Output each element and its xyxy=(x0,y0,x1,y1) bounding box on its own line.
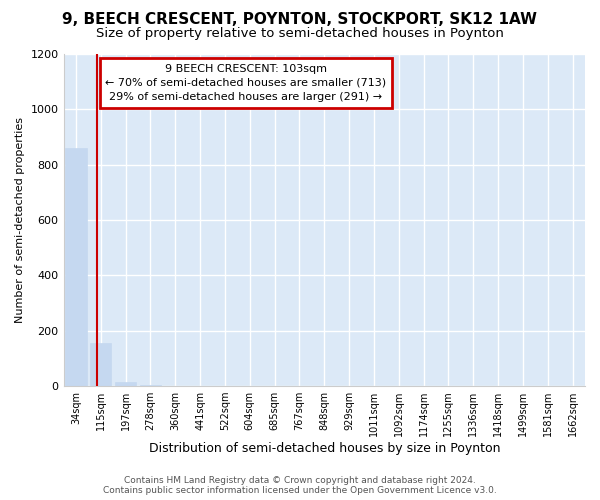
Text: Contains HM Land Registry data © Crown copyright and database right 2024.
Contai: Contains HM Land Registry data © Crown c… xyxy=(103,476,497,495)
X-axis label: Distribution of semi-detached houses by size in Poynton: Distribution of semi-detached houses by … xyxy=(149,442,500,455)
Bar xyxy=(115,382,136,386)
Y-axis label: Number of semi-detached properties: Number of semi-detached properties xyxy=(15,117,25,323)
Bar xyxy=(90,343,112,386)
Text: Size of property relative to semi-detached houses in Poynton: Size of property relative to semi-detach… xyxy=(96,28,504,40)
Text: 9 BEECH CRESCENT: 103sqm
← 70% of semi-detached houses are smaller (713)
29% of : 9 BEECH CRESCENT: 103sqm ← 70% of semi-d… xyxy=(106,64,386,102)
Text: 9, BEECH CRESCENT, POYNTON, STOCKPORT, SK12 1AW: 9, BEECH CRESCENT, POYNTON, STOCKPORT, S… xyxy=(62,12,538,28)
Bar xyxy=(65,148,86,386)
